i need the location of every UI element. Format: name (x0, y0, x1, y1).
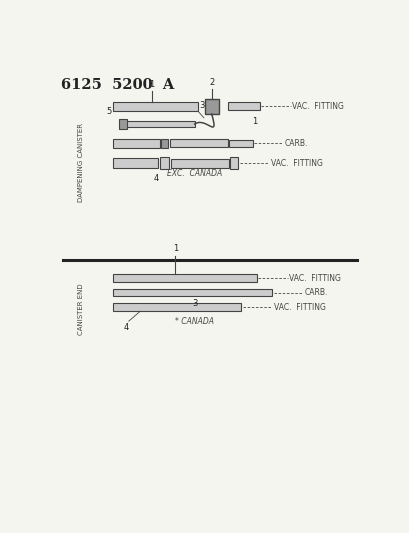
Text: VAC.  FITTING: VAC. FITTING (273, 303, 325, 312)
Text: DAMPENING CANISTER: DAMPENING CANISTER (78, 123, 83, 202)
FancyBboxPatch shape (113, 274, 256, 282)
FancyBboxPatch shape (161, 139, 168, 148)
FancyBboxPatch shape (227, 102, 260, 110)
Text: EXC.  CANADA: EXC. CANADA (166, 168, 222, 177)
Text: 2: 2 (209, 78, 214, 87)
FancyBboxPatch shape (113, 303, 240, 311)
FancyBboxPatch shape (125, 120, 194, 127)
Text: 4: 4 (124, 322, 129, 332)
Text: 1: 1 (252, 117, 257, 126)
Text: 5: 5 (106, 107, 112, 116)
FancyBboxPatch shape (113, 289, 272, 296)
Text: 4: 4 (153, 174, 158, 183)
FancyBboxPatch shape (230, 157, 238, 169)
FancyBboxPatch shape (204, 99, 218, 114)
FancyBboxPatch shape (113, 139, 160, 148)
FancyBboxPatch shape (113, 158, 158, 168)
Text: CANISTER END: CANISTER END (78, 283, 83, 335)
FancyBboxPatch shape (169, 140, 227, 147)
Text: CARB.: CARB. (284, 139, 307, 148)
FancyBboxPatch shape (229, 140, 252, 147)
Text: * CANADA: * CANADA (175, 317, 213, 326)
Text: CARB.: CARB. (304, 288, 327, 297)
Text: VAC.  FITTING: VAC. FITTING (270, 159, 321, 168)
Text: 1: 1 (148, 79, 154, 88)
FancyBboxPatch shape (113, 102, 198, 110)
Text: VAC.  FITTING: VAC. FITTING (292, 102, 343, 111)
FancyBboxPatch shape (170, 159, 228, 167)
Text: 6125  5200  A: 6125 5200 A (61, 78, 173, 92)
FancyBboxPatch shape (160, 157, 169, 169)
FancyBboxPatch shape (119, 119, 127, 128)
Text: 3: 3 (199, 101, 204, 110)
Text: 1: 1 (172, 244, 178, 253)
Text: 3: 3 (191, 299, 197, 308)
Text: VAC.  FITTING: VAC. FITTING (288, 273, 340, 282)
